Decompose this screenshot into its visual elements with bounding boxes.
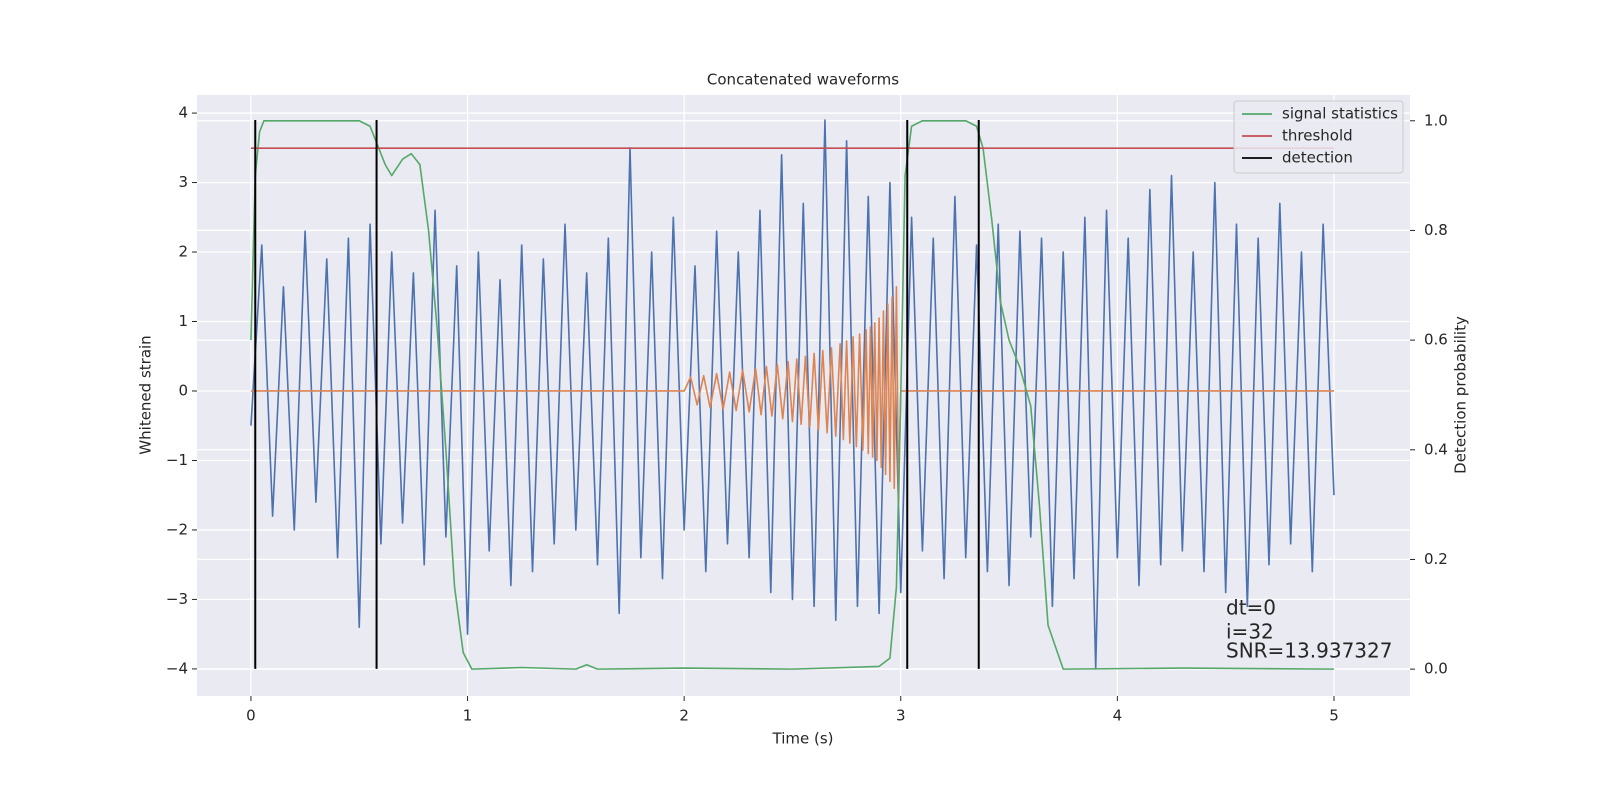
y2-tick-label: 0.4	[1424, 440, 1448, 458]
y-axis-label: Whitened strain	[137, 335, 155, 454]
y-tick-label: −3	[166, 590, 188, 608]
legend-label: detection	[1282, 149, 1353, 167]
y-tick-label: −1	[166, 451, 188, 469]
x-tick-label: 3	[896, 707, 906, 725]
series-line	[250, 119, 1334, 670]
y-tick-label: 3	[178, 173, 188, 191]
x-tick-label: 4	[1113, 707, 1123, 725]
annotation: SNR=13.937327	[1226, 639, 1392, 663]
y2-tick-label: 0.6	[1424, 331, 1448, 349]
y-tick-label: 2	[178, 243, 188, 261]
legend-box	[1233, 100, 1404, 174]
x-tick-label: 0	[246, 707, 256, 725]
x-tick-label: 1	[463, 707, 473, 725]
y2-tick-label: 0.2	[1424, 550, 1448, 568]
y2-tick-label: 0.8	[1424, 221, 1448, 239]
chart-title: Concatenated waveforms	[707, 71, 899, 89]
y-tick-label: −2	[166, 520, 188, 538]
y2-axis-label: Detection probability	[1452, 316, 1470, 474]
legend-label: threshold	[1282, 127, 1353, 145]
y2-tick-label: 0.0	[1424, 660, 1448, 678]
x-tick-label: 2	[679, 707, 689, 725]
y2-tick-label: 1.0	[1424, 111, 1448, 129]
annotation: i=32	[1226, 620, 1274, 644]
series-line	[250, 285, 1334, 503]
y-tick-label: −4	[166, 659, 188, 677]
annotation: dt=0	[1226, 596, 1276, 620]
series-line	[250, 119, 1335, 670]
legend-label: signal statistics	[1282, 105, 1398, 123]
y-tick-label: 1	[178, 312, 188, 330]
x-axis-label: Time (s)	[772, 730, 834, 748]
x-tick-label: 5	[1329, 707, 1339, 725]
y-tick-label: 0	[178, 381, 188, 399]
y-tick-label: 4	[178, 104, 188, 122]
